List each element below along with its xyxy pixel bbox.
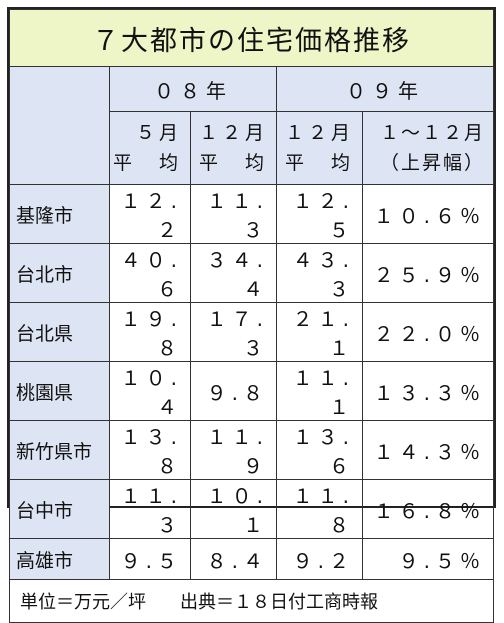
- value-cell: ２２.０％: [362, 302, 494, 362]
- table-row: 台中市 １１.３ １０.１ １１.８ １６.８％: [9, 479, 494, 539]
- table-row: 基隆市 １２.２ １１.３ １２.５ １０.６％: [9, 184, 494, 244]
- value-cell: １１.８: [276, 479, 363, 539]
- sub-header-line1: １２月: [198, 122, 268, 144]
- value-cell: １２.５: [276, 184, 363, 244]
- sub-header-line2: 平 均: [284, 152, 354, 174]
- sub-header-line1: ５月: [135, 122, 182, 144]
- table-row: 新竹県市 １３.８ １１.９ １３.６ １４.３％: [9, 420, 494, 480]
- sub-header-line2: 平 均: [198, 152, 268, 174]
- city-name-cell: 台北県: [9, 302, 110, 362]
- value-cell: １９.８: [109, 302, 191, 362]
- price-table-frame: ７大都市の住宅価格推移 ０８年 ０９年 ５月平 均 １２月平 均 １２月平 均 …: [7, 7, 496, 623]
- city-name-cell: 台北市: [9, 243, 110, 303]
- value-cell: １４.３％: [362, 420, 494, 480]
- sub-header-line1: １２月: [284, 122, 354, 144]
- value-cell: １１.９: [190, 420, 277, 480]
- value-cell: １０.４: [109, 361, 191, 421]
- sub-header-line1: １〜１２月: [379, 122, 485, 144]
- value-cell: ４０.６: [109, 243, 191, 303]
- city-name-cell: 基隆市: [9, 184, 110, 244]
- city-name-cell: 桃園県: [9, 361, 110, 421]
- value-cell: ８.４: [190, 538, 277, 580]
- value-cell: ９.８: [190, 361, 277, 421]
- value-cell: ４３.３: [276, 243, 363, 303]
- value-cell: １７.３: [190, 302, 277, 362]
- table-row: 台北県 １９.８ １７.３ ２１.１ ２２.０％: [9, 302, 494, 362]
- value-cell: １６.８％: [362, 479, 494, 539]
- value-cell: １３.８: [109, 420, 191, 480]
- value-cell: ２５.９％: [362, 243, 494, 303]
- value-cell: １１.１: [276, 361, 363, 421]
- table-row: 桃園県 １０.４ ９.８ １１.１ １３.３％: [9, 361, 494, 421]
- value-cell: ９.５: [109, 538, 191, 580]
- value-cell: １２.２: [109, 184, 191, 244]
- table-row: 台北市 ４０.６ ３４.４ ４３.３ ２５.９％: [9, 243, 494, 303]
- value-cell: ２１.１: [276, 302, 363, 362]
- value-cell: ３４.４: [190, 243, 277, 303]
- city-name-cell: 台中市: [9, 479, 110, 539]
- value-cell: １１.３: [109, 479, 191, 539]
- value-cell: ９.２: [276, 538, 363, 580]
- sub-header-line2: （上昇幅）: [379, 152, 485, 174]
- unit-note: 単位＝万元／坪: [20, 592, 146, 613]
- source-note: 出典＝１８日付工商時報: [180, 592, 378, 613]
- sub-header: １２月平 均: [190, 111, 277, 185]
- sub-header: １２月平 均: [276, 111, 363, 185]
- sub-header: ５月平 均: [109, 111, 191, 185]
- table-row: 高雄市 ９.５ ８.４ ９.２ ９.５％: [9, 538, 494, 580]
- table-footer: 単位＝万元／坪 出典＝１８日付工商時報: [9, 579, 494, 623]
- value-cell: １３.６: [276, 420, 363, 480]
- value-cell: ９.５％: [362, 538, 494, 580]
- value-cell: １１.３: [190, 184, 277, 244]
- city-name-cell: 高雄市: [9, 538, 110, 580]
- city-name-cell: 新竹県市: [9, 420, 110, 480]
- value-cell: １０.１: [190, 479, 277, 539]
- sub-header-line2: 平 均: [112, 152, 182, 174]
- table-title: ７大都市の住宅価格推移: [9, 9, 494, 67]
- year-header-2009: ０９年: [276, 66, 494, 112]
- housing-price-table: ７大都市の住宅価格推移 ０８年 ０９年 ５月平 均 １２月平 均 １２月平 均 …: [9, 9, 494, 623]
- year-header-2008: ０８年: [109, 66, 277, 112]
- corner-cell: [9, 66, 110, 185]
- value-cell: １３.３％: [362, 361, 494, 421]
- value-cell: １０.６％: [362, 184, 494, 244]
- sub-header: １〜１２月 （上昇幅）: [362, 111, 494, 185]
